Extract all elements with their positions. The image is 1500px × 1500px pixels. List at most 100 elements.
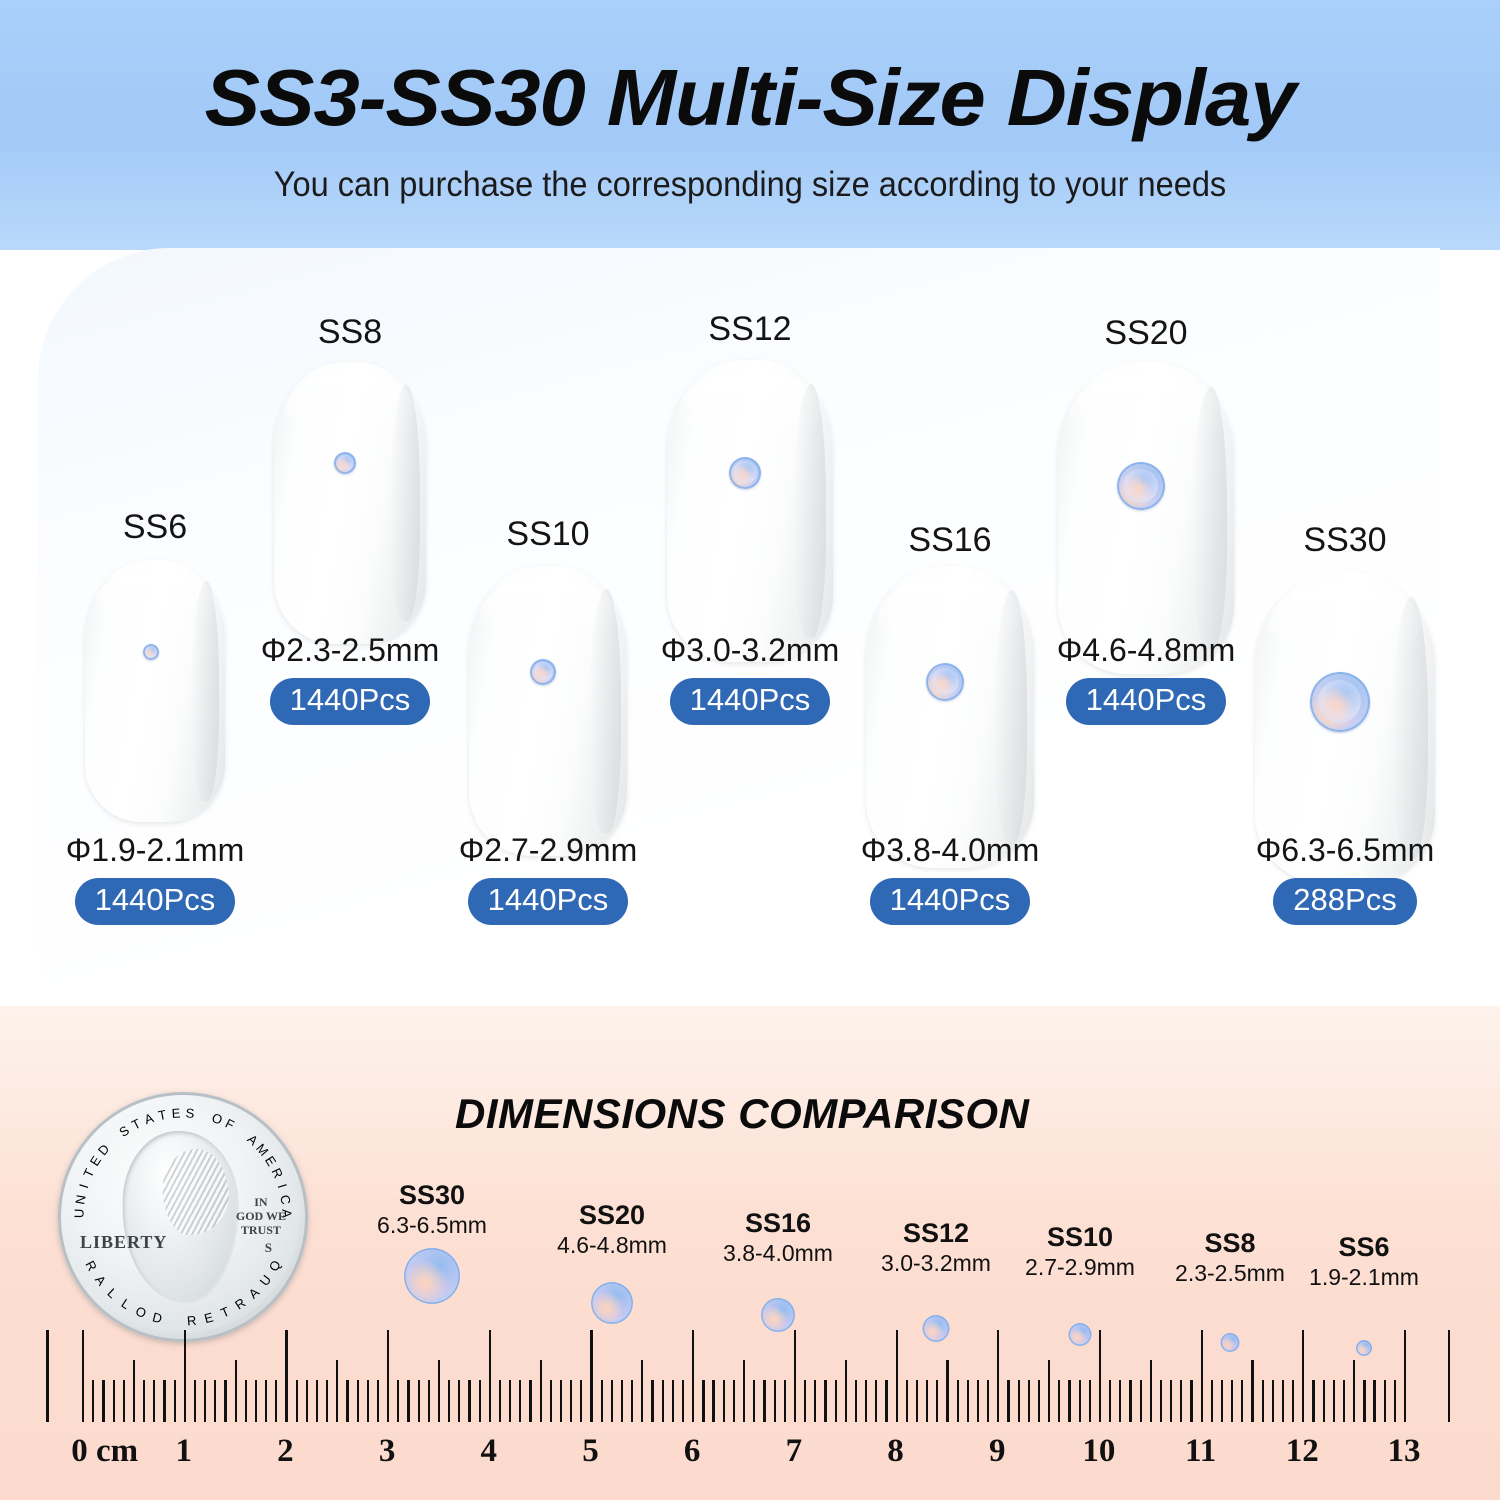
coin-liberty-text: LIBERTY [80, 1232, 168, 1252]
rhinestone-SS12 [729, 456, 762, 489]
ruler-tick-mm [244, 1380, 247, 1422]
nail-tip-size-label-SS8: SS8 [317, 313, 383, 351]
ruler-tick-half [1251, 1360, 1254, 1422]
ruler-tick-cm [895, 1330, 898, 1422]
ruler-label-10: 10 [1082, 1433, 1116, 1469]
ruler-tick-cm [793, 1330, 797, 1422]
ruler-tick-mm [549, 1380, 552, 1422]
ruler-tick-mm [824, 1380, 827, 1422]
ruler-tick-mm [875, 1380, 878, 1422]
pcs-badge-SS30[interactable]: 288Pcs [1273, 878, 1417, 925]
coin-arc-char: R [186, 1312, 197, 1329]
nail-tip-SS16 [866, 566, 1034, 868]
ruler-tick-mm [956, 1380, 959, 1422]
ruler-tick-mm [1007, 1380, 1010, 1422]
ruler-tick-mm [1159, 1380, 1163, 1422]
nail-gloss-highlight [525, 622, 537, 653]
comparison-item-SS12: SS12 3.0-3.2mm [826, 1218, 1046, 1342]
pcs-badge-SS6[interactable]: 1440Pcs [74, 878, 236, 925]
ruler-tick-mm [681, 1380, 685, 1422]
ruler-tick-mm [417, 1380, 420, 1422]
ruler-tick-mm [265, 1380, 268, 1422]
comparison-mm-label-SS12: 3.0-3.2mm [881, 1250, 991, 1276]
ruler-tick-mm [366, 1380, 369, 1422]
ruler-tick-mm [1292, 1380, 1295, 1422]
ruler-tick-mm [987, 1380, 990, 1422]
nail-tip-diameter-SS16: Φ3.8-4.0mm [860, 832, 1040, 868]
comparison-stone-SS6 [1356, 1340, 1372, 1356]
ruler-tick-half [1048, 1360, 1051, 1422]
comparison-size-label-SS6: SS6 [1338, 1232, 1390, 1262]
ruler-tick-mm [773, 1380, 776, 1422]
pcs-badge-SS8[interactable]: 1440Pcs [269, 678, 431, 725]
ruler-tick-mm [102, 1380, 105, 1422]
ruler-tick-mm [834, 1380, 837, 1422]
washington-portrait-icon [122, 1131, 239, 1303]
ruler-tick-mm [1129, 1380, 1132, 1422]
ruler-tick-mm [1373, 1380, 1376, 1422]
ruler-label-11: 11 [1185, 1433, 1217, 1469]
comparison-item-SS20: SS20 4.6-4.8mm [502, 1200, 722, 1324]
pcs-badge-SS10[interactable]: 1440Pcs [467, 878, 629, 925]
nail-tip-SS30 [1255, 572, 1435, 884]
comparison-item-SS16: SS16 3.8-4.0mm [668, 1208, 888, 1332]
rhinestone-SS6 [142, 643, 159, 660]
ruler-right-edge [1447, 1330, 1450, 1422]
nail-tip-diameter-SS12: Φ3.0-3.2mm [660, 632, 840, 668]
ruler-tick-mm [458, 1380, 461, 1422]
pcs-badge-SS20[interactable]: 1440Pcs [1065, 678, 1227, 725]
ruler-tick-mm [1271, 1380, 1274, 1422]
ruler-tick-mm [529, 1380, 532, 1422]
pcs-badge-SS16[interactable]: 1440Pcs [869, 878, 1031, 925]
ruler-tick-mm [315, 1380, 319, 1422]
ruler-tick-mm [661, 1380, 664, 1422]
nail-tip-SS8 [274, 362, 426, 644]
nail-tip-shape [866, 566, 1034, 868]
pcs-badge-wrap-SS6: 1440Pcs [5, 878, 305, 925]
ruler-tick-mm [559, 1380, 563, 1422]
ruler-tick-half [437, 1360, 441, 1422]
ruler-tick-mm [1393, 1380, 1397, 1422]
comparison-size-label-SS20: SS20 [578, 1200, 646, 1230]
ruler-tick-cm [997, 1330, 1000, 1422]
rhinestone-SS10 [530, 658, 557, 685]
ruler-tick-mm [1332, 1380, 1335, 1422]
ruler-tick-cm [1404, 1330, 1407, 1422]
ruler-tick-mm [1170, 1380, 1173, 1422]
coin-mint-mark: S [264, 1240, 272, 1255]
ruler-tick-mm [753, 1380, 756, 1422]
ruler-tick-mm [1109, 1380, 1112, 1422]
ruler-tick-mm [1312, 1380, 1315, 1422]
ruler-tick-mm [478, 1380, 481, 1422]
coin-motto-text: IN GOD WE TRUST [236, 1195, 286, 1237]
pcs-badge-SS12[interactable]: 1440Pcs [669, 678, 831, 725]
ruler-tick-mm [651, 1380, 654, 1422]
coin-arc-char: E [171, 1105, 181, 1122]
comparison-stone-wrap-SS16 [668, 1272, 888, 1332]
ruler-label-4: 4 [480, 1433, 498, 1469]
ruler-tick-mm [1027, 1380, 1030, 1422]
comparison-stone-wrap-SS30 [322, 1244, 542, 1304]
ruler-tick-mm [570, 1380, 573, 1422]
nail-gloss-highlight [1120, 422, 1134, 456]
ruler-tick-cm [488, 1330, 491, 1422]
ruler-tick-mm [112, 1380, 115, 1422]
page-subtitle: You can purchase the corresponding size … [273, 165, 1227, 204]
comparison-size-label-SS16: SS16 [744, 1208, 812, 1238]
ruler-tick-mm [966, 1380, 969, 1422]
ruler-tick-mm [620, 1380, 624, 1422]
ruler-label-5: 5 [582, 1433, 599, 1469]
nail-gloss-highlight [925, 624, 939, 657]
nail-tip-SS10 [469, 566, 627, 856]
comparison-mm-label-SS16: 3.8-4.0mm [723, 1240, 833, 1266]
comparison-size-label-SS12: SS12 [902, 1218, 970, 1248]
nail-tip-diameter-SS10: Φ2.7-2.9mm [458, 832, 638, 868]
ruler-tick-mm [356, 1380, 359, 1422]
ruler-tick-mm [1119, 1380, 1122, 1422]
comparison-mm-label-SS10: 2.7-2.9mm [1025, 1254, 1135, 1280]
ruler-tick-mm [427, 1380, 430, 1422]
comparison-stone-SS20 [591, 1282, 633, 1324]
ruler-label-2: 2 [277, 1433, 294, 1469]
comparison-mm-label-SS30: 6.3-6.5mm [377, 1212, 487, 1238]
